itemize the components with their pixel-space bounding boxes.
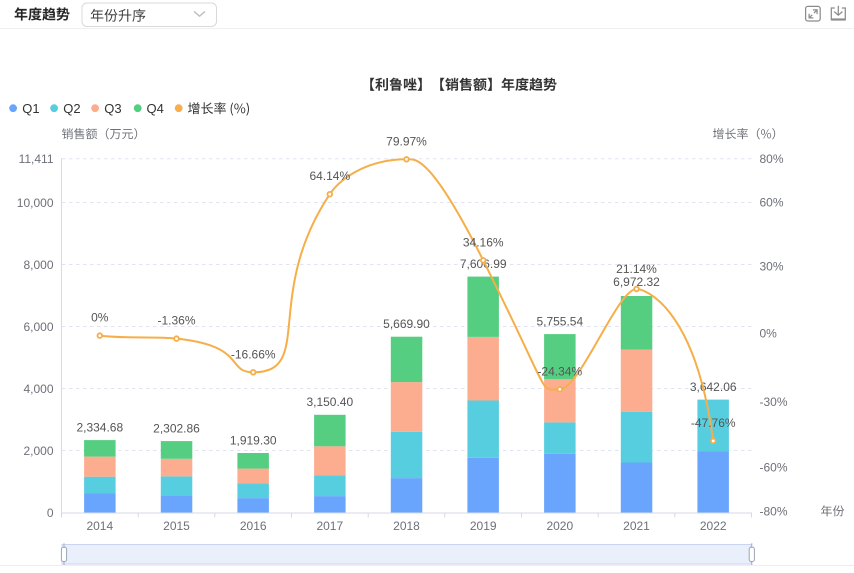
svg-text:6,972.32: 6,972.32 [613,275,660,289]
svg-text:10,000: 10,000 [17,196,54,210]
svg-text:5,755.54: 5,755.54 [536,314,583,328]
svg-text:-60%: -60% [760,460,788,474]
svg-text:3,642.06: 3,642.06 [690,380,737,394]
svg-text:80%: 80% [760,152,784,166]
svg-text:Q2: Q2 [63,101,80,116]
svg-text:8,000: 8,000 [23,258,53,272]
svg-text:3,150.40: 3,150.40 [306,395,353,409]
svg-text:2018: 2018 [393,519,420,533]
svg-text:-16.66%: -16.66% [231,347,276,361]
svg-text:64.14%: 64.14% [309,169,350,183]
svg-text:2015: 2015 [163,519,190,533]
svg-text:1,919.30: 1,919.30 [230,433,277,447]
svg-text:2014: 2014 [86,519,113,533]
svg-text:2017: 2017 [316,519,343,533]
svg-text:0%: 0% [91,311,109,325]
svg-text:79.97%: 79.97% [386,134,427,148]
svg-text:-47.76%: -47.76% [691,416,736,430]
svg-text:2019: 2019 [470,519,497,533]
svg-text:2,000: 2,000 [23,444,53,458]
svg-text:11,411: 11,411 [19,152,54,166]
svg-text:2020: 2020 [546,519,573,533]
svg-text:60%: 60% [760,195,784,209]
svg-text:30%: 30% [760,260,784,274]
svg-text:4,000: 4,000 [23,382,53,396]
svg-text:-24.34%: -24.34% [537,364,582,378]
svg-text:-30%: -30% [760,395,788,409]
svg-text:21.14%: 21.14% [616,262,657,276]
svg-text:2021: 2021 [623,519,650,533]
svg-text:2022: 2022 [700,519,727,533]
svg-text:7,606.99: 7,606.99 [460,257,507,271]
svg-text:0%: 0% [760,327,778,341]
svg-text:34.16%: 34.16% [463,235,504,249]
svg-text:Q3: Q3 [104,101,121,116]
svg-text:2016: 2016 [240,519,267,533]
svg-text:2,302.86: 2,302.86 [153,421,200,435]
svg-text:5,669.90: 5,669.90 [383,317,430,331]
svg-text:6,000: 6,000 [23,320,53,334]
svg-text:Q1: Q1 [22,101,39,116]
svg-text:0: 0 [47,506,54,520]
svg-text:-80%: -80% [760,505,788,519]
svg-text:2,334.68: 2,334.68 [76,420,123,434]
svg-text:-1.36%: -1.36% [157,314,195,328]
svg-text:Q4: Q4 [147,101,164,116]
